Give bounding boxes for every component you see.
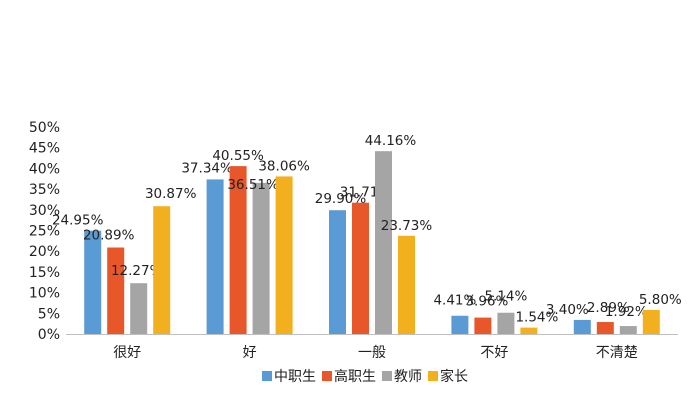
bar-2-4 (619, 326, 637, 334)
legend-swatch-1 (322, 371, 332, 381)
y-tick-label: 30% (29, 203, 60, 219)
data-label: 1.54% (515, 310, 558, 326)
y-tick-label: 20% (29, 244, 60, 260)
x-tick-label: 不清楚 (596, 345, 638, 361)
y-tick-label: 10% (29, 286, 60, 302)
x-tick-label: 一般 (358, 345, 386, 361)
bar-3-3 (520, 327, 538, 334)
legend-swatch-0 (262, 371, 272, 381)
y-tick-label: 0% (38, 327, 60, 343)
legend-swatch-2 (382, 371, 392, 381)
legend-label: 教师 (394, 369, 422, 385)
data-label: 23.73% (381, 218, 433, 234)
y-tick-label: 5% (38, 306, 60, 322)
data-label: 5.14% (484, 289, 527, 305)
legend-label: 中职生 (274, 369, 316, 385)
bar-3-4 (642, 309, 660, 334)
data-label: 36.51% (227, 177, 279, 193)
bar-2-2 (375, 151, 392, 334)
bar-1-3 (474, 317, 492, 334)
bar-2-1 (252, 182, 270, 334)
x-tick-label: 好 (243, 345, 257, 361)
bar-0-0 (84, 230, 102, 334)
bar-1-2 (352, 202, 369, 334)
y-tick-label: 15% (29, 265, 60, 281)
y-tick-label: 45% (29, 141, 60, 157)
bar-0-2 (329, 210, 346, 334)
legend-swatch-3 (428, 371, 438, 381)
bar-0-1 (206, 179, 224, 334)
data-label: 3.96% (465, 294, 508, 310)
data-label: 2.89% (587, 300, 630, 316)
y-tick-label: 40% (29, 161, 60, 177)
bar-3-2 (398, 235, 415, 334)
data-label: 30.87% (145, 186, 197, 202)
data-label: 38.06% (258, 158, 310, 174)
x-tick-label: 不好 (480, 345, 508, 361)
x-tick-label: 很好 (113, 345, 141, 361)
bar-1-4 (596, 322, 614, 334)
legend-label: 高职生 (334, 368, 376, 385)
data-label: 5.80% (639, 292, 682, 308)
bar-2-0 (130, 283, 148, 334)
data-label: 3.40% (546, 302, 589, 318)
data-label: 20.89% (83, 228, 135, 244)
legend-label: 家长 (440, 368, 468, 385)
bar-3-1 (275, 176, 293, 334)
data-label: 24.95% (52, 213, 104, 229)
y-tick-label: 50% (29, 120, 60, 136)
bar-0-3 (451, 315, 469, 334)
y-tick-label: 25% (29, 224, 60, 240)
bar-1-1 (229, 166, 247, 334)
data-label: 37.34% (181, 160, 233, 176)
data-label: 40.55% (212, 148, 264, 164)
data-label: 44.16% (365, 133, 417, 149)
bar-2-3 (497, 312, 515, 334)
bar-1-0 (107, 247, 125, 334)
y-tick-label: 35% (29, 182, 60, 198)
data-label: 12.27% (111, 263, 163, 279)
bar-3-0 (153, 206, 171, 334)
data-label: 4.41% (433, 293, 476, 309)
data-label: 1.92% (605, 304, 648, 320)
bar-0-4 (573, 319, 591, 334)
